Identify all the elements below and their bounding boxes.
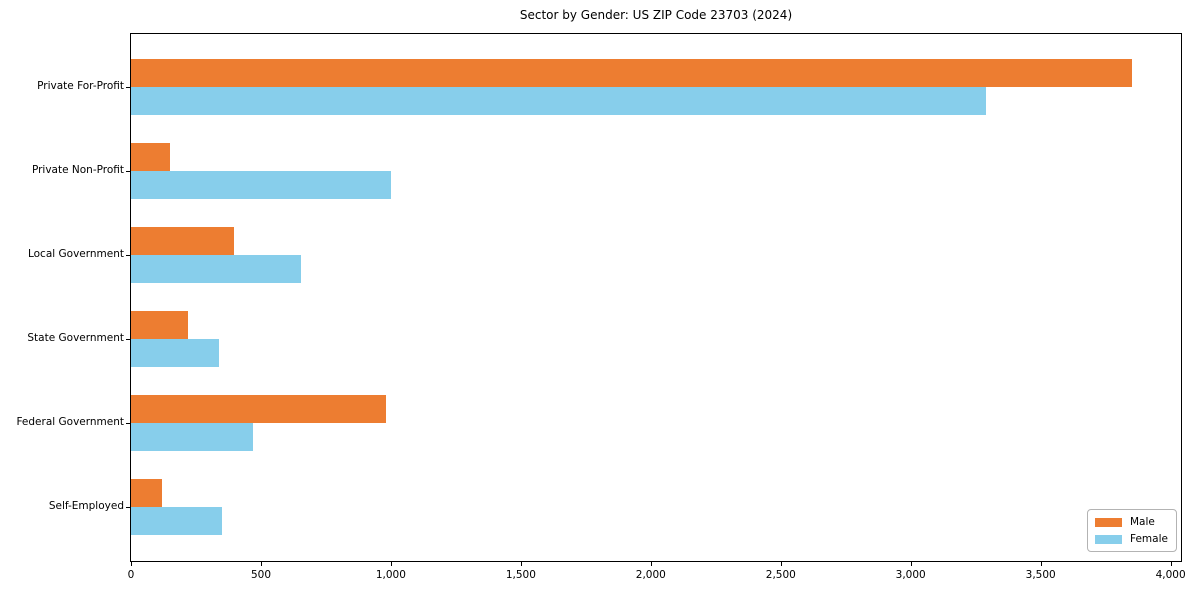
legend-item-male: Male [1095, 516, 1169, 528]
x-tick-label-3-500: 3,500 [1025, 569, 1056, 581]
bar-male-private-non-profit [131, 143, 170, 171]
chart-title: Sector by Gender: US ZIP Code 23703 (202… [519, 8, 793, 22]
x-tick-label-1-000: 1,000 [375, 569, 406, 581]
y-tick-label-local-government: Local Government [27, 248, 124, 260]
y-tick-label-federal-government: Federal Government [16, 416, 124, 428]
bar-male-state-government [131, 311, 189, 339]
bar-male-private-for-profit [131, 59, 1132, 87]
x-tick-label-0: 0 [127, 569, 135, 581]
x-tick-mark-2-500 [780, 562, 782, 566]
y-tick-label-private-non-profit: Private Non-Profit [31, 164, 124, 176]
y-tick-mark-federal-government [126, 423, 130, 424]
x-tick-mark-1-500 [520, 562, 522, 566]
legend-label-female: Female [1130, 533, 1168, 545]
bar-female-local-government [131, 255, 302, 283]
x-tick-label-2-000: 2,000 [635, 569, 666, 581]
legend-label-male: Male [1130, 516, 1155, 528]
x-tick-mark-0 [131, 562, 132, 566]
x-tick-label-500: 500 [250, 569, 272, 581]
y-tick-mark-private-non-profit [126, 171, 130, 172]
y-tick-mark-state-government [126, 339, 130, 340]
x-tick-label-4-000: 4,000 [1155, 569, 1186, 581]
y-tick-label-self-employed: Self-Employed [48, 500, 124, 512]
x-tick-mark-500 [261, 562, 262, 566]
x-tick-mark-2-000 [650, 562, 652, 566]
y-tick-label-state-government: State Government [27, 332, 124, 344]
bar-male-local-government [131, 227, 234, 255]
bar-female-self-employed [131, 507, 222, 535]
legend: Male Female [1087, 509, 1177, 552]
y-tick-mark-private-for-profit [126, 87, 130, 88]
legend-swatch-male [1095, 517, 1122, 527]
x-tick-mark-3-500 [1040, 562, 1042, 566]
x-tick-label-1-500: 1,500 [505, 569, 536, 581]
x-tick-mark-4-000 [1170, 562, 1172, 566]
bar-female-federal-government [131, 423, 254, 451]
x-tick-label-3-000: 3,000 [895, 569, 926, 581]
legend-swatch-female [1095, 534, 1122, 544]
x-tick-label-2-500: 2,500 [765, 569, 796, 581]
y-tick-label-private-for-profit: Private For-Profit [37, 80, 124, 92]
bar-female-private-non-profit [131, 171, 391, 199]
y-tick-mark-self-employed [126, 507, 130, 508]
bar-female-state-government [131, 339, 220, 367]
x-tick-mark-1-000 [390, 562, 392, 566]
y-tick-mark-local-government [126, 255, 130, 256]
legend-item-female: Female [1095, 533, 1169, 545]
bar-male-federal-government [131, 395, 386, 423]
x-tick-mark-3-000 [910, 562, 912, 566]
bar-female-private-for-profit [131, 87, 987, 115]
plot-area [130, 33, 1182, 562]
bar-male-self-employed [131, 479, 163, 507]
